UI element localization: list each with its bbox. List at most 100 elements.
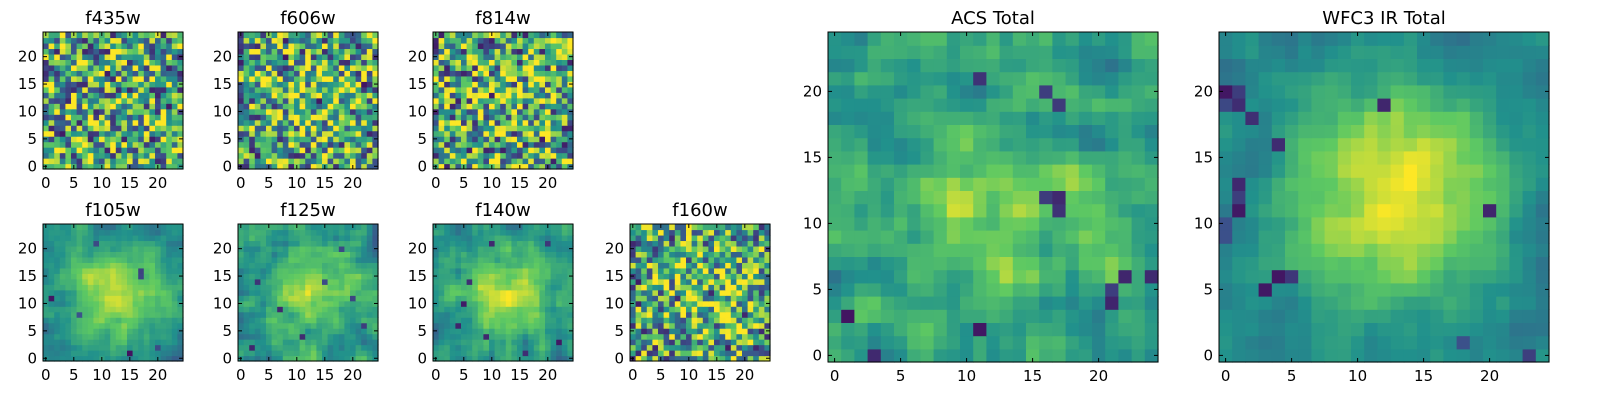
x-tick-label: 0 bbox=[431, 366, 441, 384]
heatmap-cell bbox=[764, 267, 771, 274]
heatmap-cell bbox=[121, 289, 128, 296]
heatmap-cell bbox=[489, 141, 496, 148]
heatmap-cell bbox=[254, 234, 261, 242]
heatmap-cell bbox=[511, 240, 518, 247]
heatmap-cell bbox=[282, 141, 289, 148]
heatmap-cell bbox=[143, 328, 150, 335]
heatmap-cell bbox=[355, 262, 362, 269]
heatmap-cell bbox=[59, 86, 66, 93]
heatmap-cell bbox=[299, 284, 306, 291]
heatmap-cell bbox=[494, 86, 501, 93]
heatmap-cell bbox=[361, 119, 368, 126]
heatmap-cell bbox=[438, 92, 445, 99]
heatmap-cell bbox=[71, 147, 78, 154]
heatmap-cell bbox=[344, 278, 351, 285]
heatmap-cell bbox=[316, 103, 323, 110]
heatmap-cell bbox=[567, 289, 574, 296]
heatmap-cell bbox=[1144, 243, 1159, 257]
heatmap-cell bbox=[366, 245, 373, 252]
heatmap-cell bbox=[127, 251, 134, 258]
heatmap-cell bbox=[561, 108, 568, 115]
heatmap-cell bbox=[1144, 177, 1159, 191]
heatmap-cell bbox=[155, 103, 162, 110]
heatmap-cell bbox=[310, 75, 317, 82]
heatmap-cell bbox=[121, 92, 128, 99]
heatmap-cell bbox=[556, 278, 563, 285]
heatmap-cell bbox=[372, 147, 379, 154]
heatmap-cell bbox=[277, 289, 284, 296]
heatmap-cell bbox=[658, 267, 665, 274]
heatmap-cell bbox=[115, 267, 122, 274]
heatmap-cell bbox=[489, 119, 496, 126]
heatmap-cell bbox=[138, 311, 145, 318]
heatmap-cell bbox=[494, 251, 501, 258]
heatmap-cell bbox=[294, 256, 301, 263]
heatmap-cell bbox=[143, 224, 150, 231]
heatmap-cell bbox=[1092, 203, 1106, 218]
heatmap-cell bbox=[366, 158, 373, 165]
heatmap-cell bbox=[522, 317, 529, 324]
heatmap-cell bbox=[243, 251, 250, 258]
heatmap-cell bbox=[76, 152, 83, 159]
heatmap-cell bbox=[110, 103, 117, 110]
heatmap-cell bbox=[243, 317, 250, 324]
heatmap-cell bbox=[350, 317, 357, 324]
heatmap-cell bbox=[59, 152, 66, 159]
heatmap-cell bbox=[249, 333, 256, 340]
heatmap-cell bbox=[489, 125, 496, 132]
heatmap-cell bbox=[561, 350, 568, 357]
heatmap-cell bbox=[366, 163, 373, 170]
heatmap-cell bbox=[1118, 243, 1133, 257]
heatmap-cell bbox=[82, 240, 89, 247]
heatmap-cell bbox=[674, 300, 681, 307]
y-tick-label: 20 bbox=[213, 48, 232, 66]
heatmap-cell bbox=[505, 81, 512, 88]
heatmap-cell bbox=[686, 262, 693, 269]
heatmap-cell bbox=[556, 81, 563, 88]
heatmap-cell bbox=[438, 97, 445, 104]
heatmap-cell bbox=[110, 119, 117, 126]
heatmap-cell bbox=[539, 355, 546, 362]
heatmap-cell bbox=[433, 70, 440, 77]
heatmap-cell bbox=[533, 114, 540, 121]
heatmap-cell bbox=[316, 350, 323, 357]
heatmap-cell bbox=[93, 70, 100, 77]
heatmap-cell bbox=[1092, 177, 1106, 191]
heatmap-cell bbox=[59, 59, 66, 66]
heatmap-cell bbox=[505, 130, 512, 137]
heatmap-cell bbox=[282, 256, 289, 263]
heatmap-cell bbox=[1092, 335, 1106, 350]
heatmap-cell bbox=[1118, 348, 1133, 363]
heatmap-cell bbox=[1039, 322, 1053, 337]
heatmap-cell bbox=[646, 240, 653, 247]
y-tick-label: 5 bbox=[222, 322, 232, 340]
heatmap-cell bbox=[110, 267, 117, 274]
heatmap-cell bbox=[517, 37, 524, 44]
heatmap-cell bbox=[104, 311, 111, 318]
heatmap-cell bbox=[249, 119, 256, 126]
heatmap-cell bbox=[254, 59, 261, 66]
heatmap-cell bbox=[260, 267, 267, 274]
heatmap-cell bbox=[305, 103, 312, 110]
heatmap-cell bbox=[444, 300, 451, 307]
heatmap-cell bbox=[505, 163, 512, 170]
heatmap-cell bbox=[500, 322, 507, 329]
heatmap-cell bbox=[753, 344, 760, 351]
heatmap-cell bbox=[155, 240, 162, 247]
heatmap-cell bbox=[65, 48, 72, 55]
heatmap-cell bbox=[266, 289, 273, 296]
heatmap-cell bbox=[545, 278, 552, 285]
heatmap-cell bbox=[747, 350, 754, 357]
heatmap-cell bbox=[517, 141, 524, 148]
heatmap-cell bbox=[511, 130, 518, 137]
heatmap-cell bbox=[477, 125, 484, 132]
heatmap-cell bbox=[641, 240, 648, 247]
heatmap-cell bbox=[517, 70, 524, 77]
heatmap-cell bbox=[54, 114, 61, 121]
heatmap-cell bbox=[271, 75, 278, 82]
heatmap-cell bbox=[556, 234, 563, 242]
heatmap-cell bbox=[511, 48, 518, 55]
heatmap-cell bbox=[641, 267, 648, 274]
heatmap-cell bbox=[282, 48, 289, 55]
heatmap-cell bbox=[511, 114, 518, 121]
